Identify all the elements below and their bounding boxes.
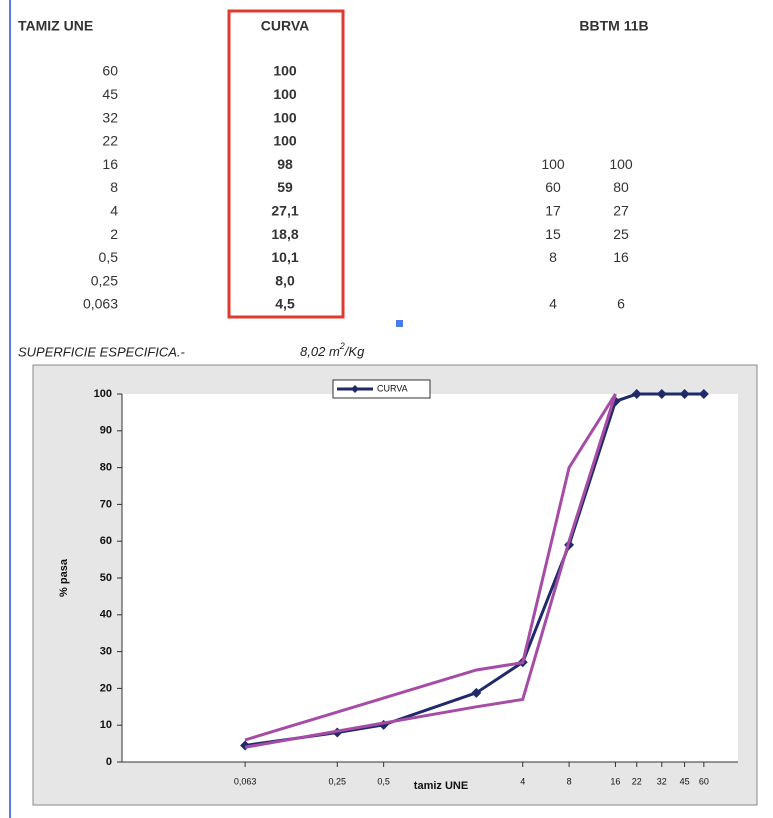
y-axis-title: % pasa (58, 558, 70, 597)
sieve-cell: 8 (110, 179, 118, 195)
sieve-cell: 22 (102, 133, 118, 149)
header: BBTM 11B (579, 18, 648, 34)
min-cell: 100 (541, 156, 565, 172)
note-value: 8,02 m2/Kg (300, 341, 365, 359)
y-tick-label: 20 (100, 682, 112, 694)
header: CURVA (261, 18, 310, 34)
curva-cell: 59 (277, 179, 293, 195)
curva-cell: 98 (277, 156, 293, 172)
point (679, 389, 690, 399)
point (656, 389, 667, 399)
note-number: 8,02 (300, 344, 326, 359)
x-tick-label: 16 (610, 776, 620, 786)
x-tick-label: 60 (699, 776, 709, 786)
x-tick-label: 0,5 (377, 776, 390, 786)
sieve-cell: 0,5 (99, 249, 119, 265)
min-cell: 8 (549, 249, 557, 265)
sieve-cell: 60 (102, 63, 118, 79)
max-cell: 16 (613, 249, 629, 265)
min-cell: 15 (545, 226, 561, 242)
sieve-cell: 16 (102, 156, 118, 172)
curva-cell: 100 (273, 109, 297, 125)
point (631, 389, 642, 399)
x-tick-label: 32 (657, 776, 667, 786)
curva-cell: 18,8 (271, 226, 298, 242)
y-tick-label: 70 (100, 498, 112, 510)
max-cell: 80 (613, 179, 629, 195)
max-cell: 25 (613, 226, 629, 242)
sieve-cell: 32 (102, 109, 118, 125)
y-tick-label: 40 (100, 609, 112, 621)
x-tick-label: 0,063 (234, 776, 257, 786)
y-tick-label: 10 (100, 719, 112, 731)
curva-cell: 100 (273, 133, 297, 149)
sieve-cell: 45 (102, 86, 118, 102)
y-tick-label: 100 (94, 388, 112, 400)
unit-exp: 2 (339, 341, 345, 351)
sieve-cell: 2 (110, 226, 118, 242)
max-cell: 100 (609, 156, 633, 172)
x-tick-label: 8 (567, 776, 572, 786)
legend-box (332, 379, 431, 399)
y-tick-label: 30 (100, 646, 112, 658)
y-tick-label: 90 (100, 425, 112, 437)
y-tick-label: 80 (100, 462, 112, 474)
unit: m (329, 344, 340, 359)
y-tick-label: 0 (106, 756, 112, 768)
legend-marker (351, 385, 359, 393)
unit-tail: /Kg (344, 344, 365, 359)
max-cell: 27 (613, 203, 629, 219)
sieve-cell: 0,063 (83, 296, 118, 312)
curva-cell: 4,5 (275, 296, 295, 312)
sieve-cell: 4 (110, 203, 118, 219)
sieve-cell: 0,25 (91, 272, 118, 288)
x-tick-label: 0,25 (329, 776, 347, 786)
curva-cell: 10,1 (271, 249, 298, 265)
x-tick-label: 45 (680, 776, 690, 786)
min-cell: 4 (549, 296, 557, 312)
x-tick-label: 22 (632, 776, 642, 786)
curva-cell: 27,1 (271, 203, 298, 219)
curva-cell: 8,0 (275, 272, 295, 288)
plot-area (122, 394, 738, 762)
handle (396, 320, 403, 327)
y-tick-label: 50 (100, 572, 112, 584)
y-tick-label: 60 (100, 535, 112, 547)
min-cell: 17 (545, 203, 561, 219)
highlight-box (227, 9, 345, 319)
x-axis-title: tamiz UNE (414, 780, 468, 792)
curva-cell: 100 (273, 86, 297, 102)
legend-label: CURVA (377, 383, 408, 393)
x-tick-label: 4 (520, 776, 525, 786)
series-line (244, 393, 617, 742)
max-cell: 6 (617, 296, 625, 312)
point (698, 389, 709, 399)
note-label: SUPERFICIE ESPECIFICA.- (18, 344, 186, 359)
header: TAMIZ UNE (18, 18, 93, 34)
curva-cell: 100 (273, 63, 297, 79)
series-line (244, 393, 617, 749)
point (471, 687, 482, 698)
min-cell: 60 (545, 179, 561, 195)
